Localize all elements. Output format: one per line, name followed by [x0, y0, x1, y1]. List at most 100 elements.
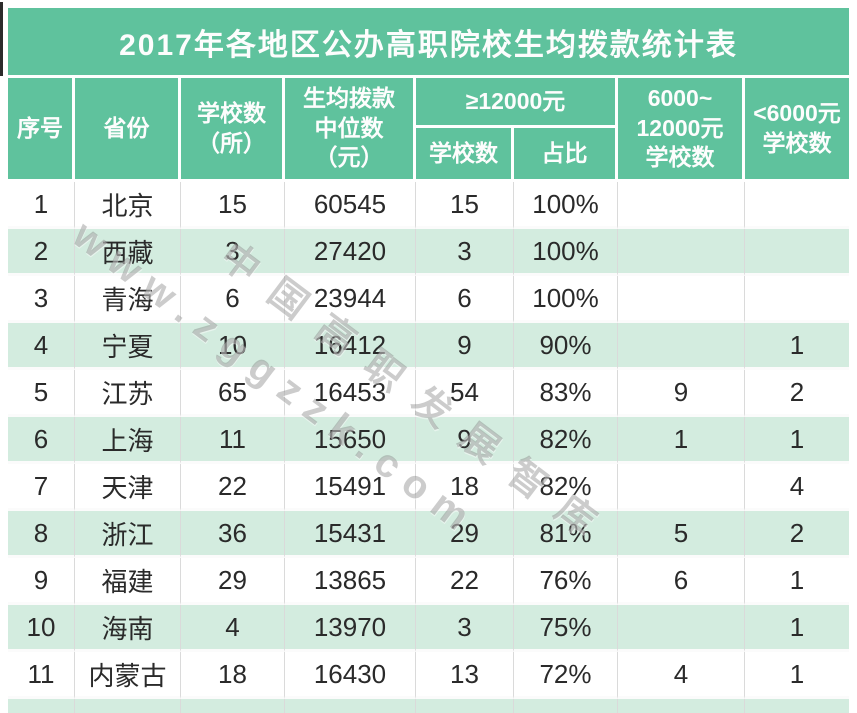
cell-below-6000-count: 2 — [745, 511, 849, 558]
funding-table-sheet: 2017年各地区公办高职院校生均拨款统计表 序号 省份 学校数 （所） 生均拨款… — [8, 8, 849, 713]
cell-below-6000-count — [745, 276, 849, 323]
cell-median-funding: 15431 — [285, 511, 416, 558]
col-header-ge12000-count: 学校数 — [416, 128, 514, 182]
table-row: 10 海南 4 13970 3 75% 1 — [8, 605, 849, 652]
cell-province: 北京 — [75, 182, 181, 229]
cell-below-6000-count: 1 — [745, 417, 849, 464]
table-row: 4 宁夏 10 16412 9 90% 1 — [8, 323, 849, 370]
cell-row-index: 6 — [8, 417, 75, 464]
table-body: 1 北京 15 60545 15 100% 2 西藏 3 27420 3 100% 3 青海 6 23944 6… — [8, 182, 849, 713]
cell-ge12000-count: 22 — [416, 558, 514, 605]
cell-empty — [181, 699, 285, 713]
table-row-partial — [8, 699, 849, 713]
cell-below-6000-count: 1 — [745, 558, 849, 605]
cell-ge12000-share: 90% — [514, 323, 618, 370]
cell-empty — [618, 699, 745, 713]
col-header-band-6000-12000: 6000~ 12000元 学校数 — [618, 78, 745, 182]
cell-row-index: 11 — [8, 652, 75, 699]
cell-school-count: 3 — [181, 229, 285, 276]
col-header-province: 省份 — [75, 78, 181, 182]
table-row: 9 福建 29 13865 22 76% 6 1 — [8, 558, 849, 605]
cell-province: 浙江 — [75, 511, 181, 558]
cell-row-index: 3 — [8, 276, 75, 323]
cell-school-count: 15 — [181, 182, 285, 229]
cell-band-6000-12000-count: 1 — [618, 417, 745, 464]
table-row: 11 内蒙古 18 16430 13 72% 4 1 — [8, 652, 849, 699]
cell-band-6000-12000-count — [618, 182, 745, 229]
cell-province: 福建 — [75, 558, 181, 605]
cell-ge12000-share: 81% — [514, 511, 618, 558]
cell-school-count: 29 — [181, 558, 285, 605]
cell-province: 青海 — [75, 276, 181, 323]
cell-ge12000-count: 9 — [416, 417, 514, 464]
cell-ge12000-count: 15 — [416, 182, 514, 229]
cell-below-6000-count: 1 — [745, 652, 849, 699]
cell-province: 宁夏 — [75, 323, 181, 370]
cell-province: 西藏 — [75, 229, 181, 276]
cell-ge12000-share: 76% — [514, 558, 618, 605]
cell-ge12000-count: 3 — [416, 229, 514, 276]
cell-band-6000-12000-count — [618, 605, 745, 652]
cell-ge12000-share: 82% — [514, 417, 618, 464]
cell-empty — [745, 699, 849, 713]
cell-school-count: 10 — [181, 323, 285, 370]
cell-province: 上海 — [75, 417, 181, 464]
col-header-ge12000-group: ≥12000元 — [416, 78, 618, 128]
cell-median-funding: 13865 — [285, 558, 416, 605]
cell-median-funding: 15650 — [285, 417, 416, 464]
cell-ge12000-share: 100% — [514, 276, 618, 323]
table-row: 1 北京 15 60545 15 100% — [8, 182, 849, 229]
cell-row-index: 4 — [8, 323, 75, 370]
cell-band-6000-12000-count — [618, 229, 745, 276]
cell-ge12000-count: 3 — [416, 605, 514, 652]
cell-province: 天津 — [75, 464, 181, 511]
cell-school-count: 22 — [181, 464, 285, 511]
cell-empty — [75, 699, 181, 713]
cell-below-6000-count: 1 — [745, 323, 849, 370]
table-row: 2 西藏 3 27420 3 100% — [8, 229, 849, 276]
cell-empty — [285, 699, 416, 713]
cell-median-funding: 60545 — [285, 182, 416, 229]
cell-band-6000-12000-count: 5 — [618, 511, 745, 558]
cell-school-count: 11 — [181, 417, 285, 464]
cell-ge12000-share: 83% — [514, 370, 618, 417]
cell-school-count: 18 — [181, 652, 285, 699]
table-row: 5 江苏 65 16453 54 83% 9 2 — [8, 370, 849, 417]
cell-school-count: 65 — [181, 370, 285, 417]
cell-province: 江苏 — [75, 370, 181, 417]
col-header-ge12000-share: 占比 — [514, 128, 618, 182]
cell-row-index: 10 — [8, 605, 75, 652]
cell-below-6000-count — [745, 182, 849, 229]
cell-ge12000-share: 82% — [514, 464, 618, 511]
cell-ge12000-share: 72% — [514, 652, 618, 699]
cell-below-6000-count: 1 — [745, 605, 849, 652]
cell-median-funding: 15491 — [285, 464, 416, 511]
cell-ge12000-share: 75% — [514, 605, 618, 652]
cell-ge12000-count: 6 — [416, 276, 514, 323]
table-title: 2017年各地区公办高职院校生均拨款统计表 — [8, 8, 849, 75]
cell-median-funding: 16453 — [285, 370, 416, 417]
cell-below-6000-count — [745, 229, 849, 276]
cell-band-6000-12000-count: 6 — [618, 558, 745, 605]
table-row: 8 浙江 36 15431 29 81% 5 2 — [8, 511, 849, 558]
cell-ge12000-count: 9 — [416, 323, 514, 370]
cell-row-index: 7 — [8, 464, 75, 511]
cell-row-index: 2 — [8, 229, 75, 276]
cell-band-6000-12000-count — [618, 276, 745, 323]
col-header-median-funding: 生均拨款 中位数 （元） — [285, 78, 416, 182]
table-row: 3 青海 6 23944 6 100% — [8, 276, 849, 323]
cell-empty — [8, 699, 75, 713]
col-header-school-count: 学校数 （所） — [181, 78, 285, 182]
cell-row-index: 1 — [8, 182, 75, 229]
cell-row-index: 8 — [8, 511, 75, 558]
cell-school-count: 36 — [181, 511, 285, 558]
cell-median-funding: 23944 — [285, 276, 416, 323]
cell-below-6000-count: 2 — [745, 370, 849, 417]
cell-empty — [514, 699, 618, 713]
scan-edge-artifact — [0, 2, 3, 76]
cell-band-6000-12000-count: 9 — [618, 370, 745, 417]
cell-band-6000-12000-count — [618, 464, 745, 511]
table-row: 6 上海 11 15650 9 82% 1 1 — [8, 417, 849, 464]
cell-ge12000-count: 29 — [416, 511, 514, 558]
